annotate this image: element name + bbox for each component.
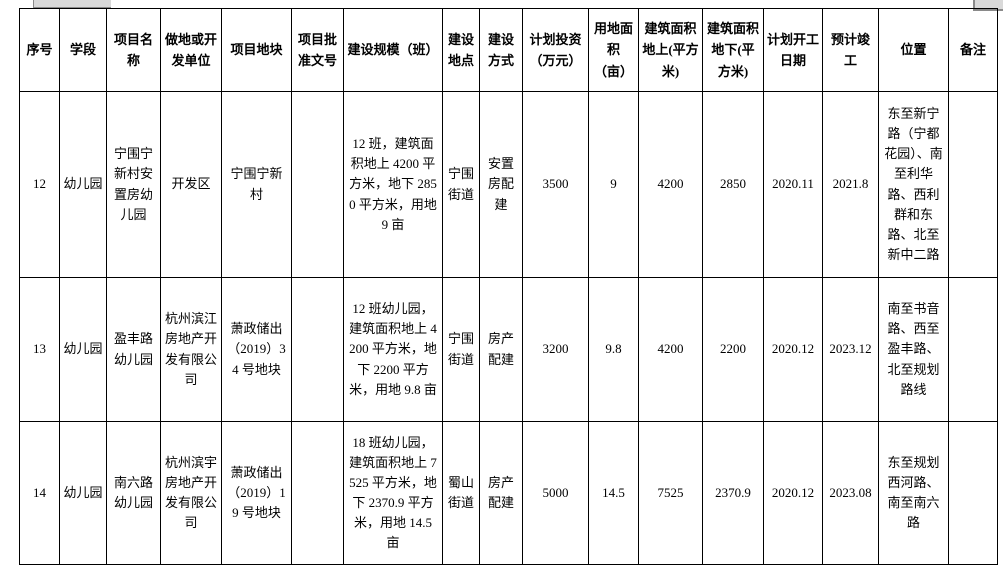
col-header-start-date: 计划开工日期 xyxy=(763,8,823,92)
cell-site: 宁围街道 xyxy=(442,91,480,278)
table-row: 14 幼儿园 南六路幼儿园 杭州滨宇房地产开发有限公司 萧政储出（2019）19… xyxy=(19,421,998,565)
cell-floor-below: 2370.9 xyxy=(702,421,764,565)
cell-seq: 13 xyxy=(19,277,60,422)
cell-start-date: 2020.11 xyxy=(763,91,823,278)
cell-scale: 12 班幼儿园，建筑面积地上 4200 平方米，地下 2200 平方米，用地 9… xyxy=(343,277,443,422)
cell-scale: 12 班，建筑面积地上 4200 平方米，地下 2850 平方米，用地 9 亩 xyxy=(343,91,443,278)
cell-remark xyxy=(948,277,998,422)
col-header-site: 建设地点 xyxy=(442,8,480,92)
cell-floor-above: 4200 xyxy=(638,277,703,422)
cell-completion: 2023.12 xyxy=(822,277,879,422)
cell-floor-above: 7525 xyxy=(638,421,703,565)
col-header-developer: 做地或开发单位 xyxy=(160,8,222,92)
col-header-location: 位置 xyxy=(878,8,949,92)
cell-remark xyxy=(948,421,998,565)
cell-plot: 萧政储出（2019）34 号地块 xyxy=(221,277,292,422)
cell-land-area: 9.8 xyxy=(588,277,639,422)
col-header-plot: 项目地块 xyxy=(221,8,292,92)
col-header-stage: 学段 xyxy=(59,8,107,92)
cell-stage: 幼儿园 xyxy=(59,277,107,422)
col-header-scale: 建设规模（班） xyxy=(343,8,443,92)
cell-land-area: 14.5 xyxy=(588,421,639,565)
col-header-project-name: 项目名称 xyxy=(106,8,161,92)
cell-investment: 3200 xyxy=(522,277,589,422)
cell-completion: 2021.8 xyxy=(822,91,879,278)
cell-developer: 开发区 xyxy=(160,91,222,278)
cell-scale: 18 班幼儿园，建筑面积地上 7525 平方米，地下 2370.9 平方米，用地… xyxy=(343,421,443,565)
cell-plot: 萧政储出（2019）19 号地块 xyxy=(221,421,292,565)
cell-floor-below: 2200 xyxy=(702,277,764,422)
cell-developer: 杭州滨宇房地产开发有限公司 xyxy=(160,421,222,565)
col-header-land-area: 用地面积（亩） xyxy=(588,8,639,92)
cell-floor-below: 2850 xyxy=(702,91,764,278)
cell-seq: 12 xyxy=(19,91,60,278)
col-header-approval-no: 项目批准文号 xyxy=(291,8,344,92)
cell-mode: 安置房配建 xyxy=(479,91,523,278)
cell-site: 宁围街道 xyxy=(442,277,480,422)
col-header-investment: 计划投资（万元） xyxy=(522,8,589,92)
col-header-completion: 预计竣工 xyxy=(822,8,879,92)
col-header-seq: 序号 xyxy=(19,8,60,92)
col-header-floor-above: 建筑面积地上(平方米) xyxy=(638,8,703,92)
cell-project-name: 南六路幼儿园 xyxy=(106,421,161,565)
cell-seq: 14 xyxy=(19,421,60,565)
cell-approval-no xyxy=(291,421,344,565)
cell-developer: 杭州滨江房地产开发有限公司 xyxy=(160,277,222,422)
table-row: 12 幼儿园 宁围宁新村安置房幼儿园 开发区 宁围宁新村 12 班，建筑面积地上… xyxy=(19,91,998,278)
cell-floor-above: 4200 xyxy=(638,91,703,278)
cell-mode: 房产配建 xyxy=(479,277,523,422)
cell-location: 东至规划西河路、南至南六路 xyxy=(878,421,949,565)
cell-start-date: 2020.12 xyxy=(763,421,823,565)
cell-start-date: 2020.12 xyxy=(763,277,823,422)
cell-plot: 宁围宁新村 xyxy=(221,91,292,278)
col-header-floor-below: 建筑面积地下(平方米) xyxy=(702,8,764,92)
table-row: 13 幼儿园 盈丰路幼儿园 杭州滨江房地产开发有限公司 萧政储出（2019）34… xyxy=(19,277,998,422)
cell-approval-no xyxy=(291,277,344,422)
cell-investment: 5000 xyxy=(522,421,589,565)
cell-remark xyxy=(948,91,998,278)
cell-location: 东至新宁路（宁都花园）、南至利华路、西利群和东路、北至新中二路 xyxy=(878,91,949,278)
cell-project-name: 宁围宁新村安置房幼儿园 xyxy=(106,91,161,278)
cell-land-area: 9 xyxy=(588,91,639,278)
cell-mode: 房产配建 xyxy=(479,421,523,565)
cell-stage: 幼儿园 xyxy=(59,91,107,278)
cell-location: 南至书音路、西至盈丰路、北至规划路线 xyxy=(878,277,949,422)
cell-approval-no xyxy=(291,91,344,278)
projects-table: 序号 学段 项目名称 做地或开发单位 项目地块 项目批准文号 建设规模（班） 建… xyxy=(19,8,998,565)
cell-project-name: 盈丰路幼儿园 xyxy=(106,277,161,422)
cell-stage: 幼儿园 xyxy=(59,421,107,565)
cell-investment: 3500 xyxy=(522,91,589,278)
col-header-remark: 备注 xyxy=(948,8,998,92)
header-row: 序号 学段 项目名称 做地或开发单位 项目地块 项目批准文号 建设规模（班） 建… xyxy=(19,8,998,92)
cell-completion: 2023.08 xyxy=(822,421,879,565)
cell-site: 蜀山街道 xyxy=(442,421,480,565)
col-header-mode: 建设方式 xyxy=(479,8,523,92)
